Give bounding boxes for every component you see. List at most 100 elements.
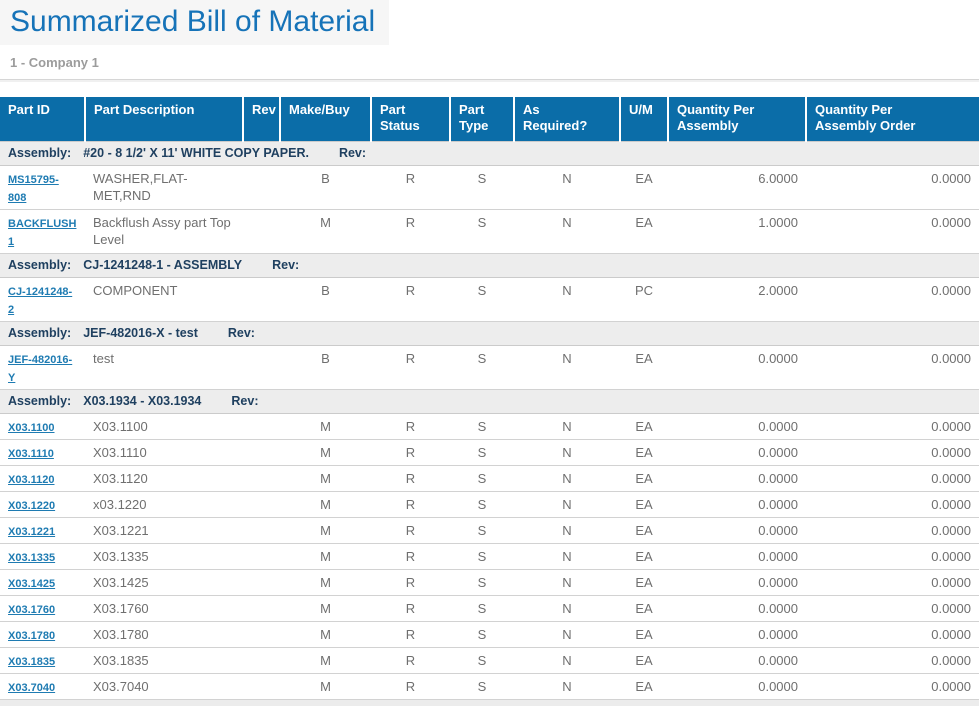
cell-part-status: R (371, 647, 450, 674)
part-row: BACKFLUSH1 Backflush Assy part Top Level M… (0, 209, 979, 254)
cell-part-status: R (371, 595, 450, 622)
cell-part-status: R (371, 209, 450, 254)
cell-as-required: N (514, 569, 620, 596)
assembly-label: Assembly: (8, 326, 72, 340)
cell-rev (243, 439, 280, 466)
cell-as-required: N (514, 647, 620, 674)
column-header-as-required: As Required? (513, 97, 620, 142)
cell-uom: EA (620, 209, 668, 254)
cell-uom: EA (620, 345, 668, 390)
assembly-name: CJ-1241248-1 - ASSEMBLY (83, 258, 243, 272)
cell-description: X03.1760 (85, 595, 243, 622)
part-id-link[interactable]: X03.7040 (8, 682, 56, 694)
cell-qty-per-assembly-order: 0.0000 (806, 465, 979, 492)
cell-qty-per-assembly-order: 0.0000 (806, 543, 979, 570)
cell-qty-per-assembly: 0.0000 (668, 647, 806, 674)
part-id-link[interactable]: JEF-482016-Y (8, 354, 73, 384)
cell-part-status: R (371, 543, 450, 570)
assembly-name: X03.1934 - X03.1934 (83, 394, 202, 408)
cell-make-buy: M (280, 491, 371, 518)
cell-part-id: JEF-482016-Y (0, 345, 85, 390)
assembly-rev-label: Rev: (272, 258, 300, 272)
part-id-link[interactable]: X03.1110 (8, 448, 54, 460)
cell-make-buy: M (280, 413, 371, 440)
cell-rev (243, 647, 280, 674)
part-id-link[interactable]: X03.1220 (8, 500, 56, 512)
cell-as-required: N (514, 621, 620, 648)
cell-part-id: X03.1220 (0, 491, 85, 518)
part-row: X03.1220 x03.1220 M R S N EA 0.0000 0.0000 (0, 491, 979, 518)
cell-qty-per-assembly: 2.0000 (668, 277, 806, 322)
cell-part-status: R (371, 517, 450, 544)
cell-uom: EA (620, 569, 668, 596)
assembly-cell: Assembly: #20 - 8 1/2' X 11' WHITE COPY P… (0, 141, 979, 166)
part-id-link[interactable]: X03.1221 (8, 526, 56, 538)
part-id-link[interactable]: X03.1335 (8, 552, 56, 564)
cell-part-type: S (450, 647, 514, 674)
cell-rev (243, 209, 280, 254)
cell-description: WASHER,FLAT-MET,RND (85, 165, 243, 210)
cell-qty-per-assembly: 0.0000 (668, 543, 806, 570)
cell-rev (243, 517, 280, 544)
part-id-link[interactable]: X03.1100 (8, 422, 55, 434)
cell-as-required: N (514, 595, 620, 622)
cell-qty-per-assembly: 0.0000 (668, 621, 806, 648)
cell-part-status: R (371, 345, 450, 390)
cell-qty-per-assembly: 0.0000 (668, 465, 806, 492)
cell-description: COMPONENT (85, 277, 243, 322)
cell-rev (243, 465, 280, 492)
cell-qty-per-assembly-order: 0.0000 (806, 209, 979, 254)
cell-make-buy: M (280, 673, 371, 700)
cell-qty-per-assembly-order: 0.0000 (806, 491, 979, 518)
cell-part-status: R (371, 413, 450, 440)
cell-part-type: S (450, 209, 514, 254)
header-row: Part ID Part Description Rev Make/Buy Part S… (0, 97, 979, 142)
header-divider (0, 79, 979, 82)
cell-part-id: X03.1221 (0, 517, 85, 544)
cell-as-required: N (514, 491, 620, 518)
cell-make-buy: B (280, 165, 371, 210)
part-id-link[interactable]: X03.1425 (8, 578, 56, 590)
part-row: X03.1760 X03.1760 M R S N EA 0.0000 0.0000 (0, 595, 979, 622)
cell-part-type: S (450, 543, 514, 570)
cell-uom: EA (620, 439, 668, 466)
cell-rev (243, 543, 280, 570)
part-id-link[interactable]: X03.1835 (8, 656, 56, 668)
bom-table-header: Part ID Part Description Rev Make/Buy Part S… (0, 97, 979, 142)
part-row: X03.1120 X03.1120 M R S N EA 0.0000 0.0000 (0, 465, 979, 492)
cell-make-buy: M (280, 647, 371, 674)
part-row: X03.1100 X03.1100 M R S N EA 0.0000 0.0000 (0, 413, 979, 440)
part-row: CJ-1241248-2 COMPONENT B R S N PC 2.0000 0.0000 (0, 277, 979, 322)
cell-part-id: CJ-1241248-2 (0, 277, 85, 322)
cell-rev (243, 595, 280, 622)
part-id-link[interactable]: MS15795-808 (8, 174, 59, 204)
cell-qty-per-assembly: 0.0000 (668, 595, 806, 622)
assembly-row: Assembly: CJ-1241248-1 - ASSEMBLY Rev: (0, 253, 979, 278)
cell-description: Backflush Assy part Top Level (85, 209, 243, 254)
company-subtitle: 1 - Company 1 (10, 55, 99, 70)
cell-description: X03.1110 (85, 439, 243, 466)
cell-part-type: S (450, 491, 514, 518)
part-id-link[interactable]: X03.1120 (8, 474, 55, 486)
cell-qty-per-assembly-order: 0.0000 (806, 569, 979, 596)
column-header-part-status: Part Status (370, 97, 450, 142)
part-id-link[interactable]: X03.1780 (8, 630, 56, 642)
part-row: X03.1425 X03.1425 M R S N EA 0.0000 0.0000 (0, 569, 979, 596)
cell-uom: EA (620, 517, 668, 544)
part-id-link[interactable]: BACKFLUSH1 (8, 218, 77, 248)
partial-next-row (0, 700, 979, 706)
cell-part-id: X03.1425 (0, 569, 85, 596)
cell-qty-per-assembly-order: 0.0000 (806, 517, 979, 544)
cell-part-id: X03.1100 (0, 413, 85, 440)
cell-part-status: R (371, 491, 450, 518)
part-row: JEF-482016-Y test B R S N EA 0.0000 0.0000 (0, 345, 979, 390)
part-id-link[interactable]: X03.1760 (8, 604, 56, 616)
cell-rev (243, 673, 280, 700)
cell-qty-per-assembly: 0.0000 (668, 413, 806, 440)
part-id-link[interactable]: CJ-1241248-2 (8, 286, 73, 316)
column-header-part-id: Part ID (0, 97, 85, 142)
assembly-row: Assembly: X03.1934 - X03.1934 Rev: (0, 389, 979, 414)
bom-table: Part ID Part Description Rev Make/Buy Part S… (0, 97, 979, 700)
cell-make-buy: M (280, 543, 371, 570)
cell-part-type: S (450, 465, 514, 492)
